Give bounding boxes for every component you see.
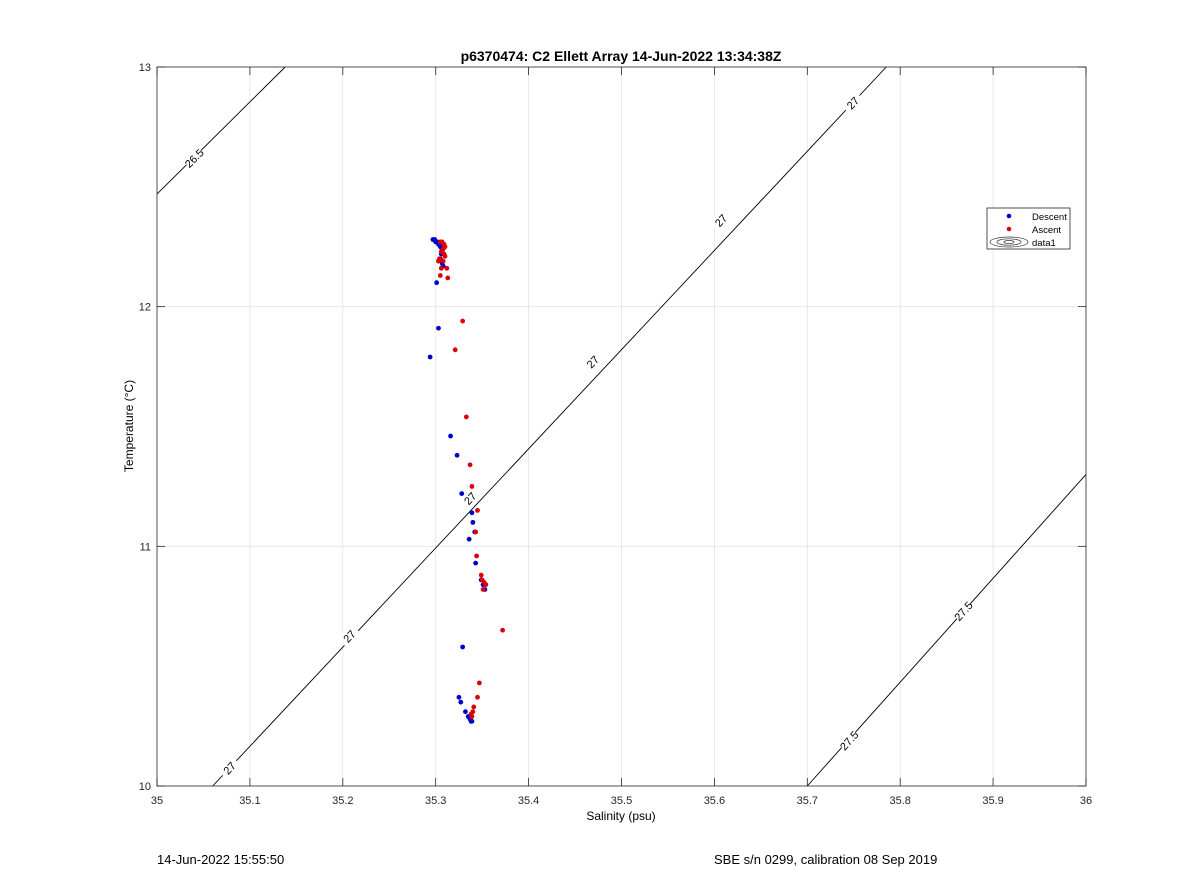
legend-ascent-marker: [1006, 226, 1012, 232]
x-tick-label: 35.2: [332, 795, 353, 807]
y-tick-label: 10: [139, 781, 151, 793]
ascent-point: [463, 414, 469, 420]
ascent-point: [467, 462, 473, 468]
chart-title: p6370474: C2 Ellett Array 14-Jun-2022 13…: [461, 48, 782, 64]
descent-point: [448, 433, 453, 439]
ascent-point: [442, 253, 448, 259]
ascent-point: [475, 507, 480, 513]
descent-point: [470, 519, 476, 525]
ascent-point: [483, 582, 489, 588]
ascent-point: [469, 714, 475, 719]
contour-label-bg: [837, 728, 861, 753]
footer-instrument-info: SBE s/n 0299, calibration 08 Sep 2019: [714, 852, 938, 867]
x-tick-label: 35.8: [889, 795, 910, 807]
data-points: [427, 237, 505, 724]
y-axis-label: Temperature (°C): [122, 380, 136, 472]
ascent-point: [445, 275, 451, 281]
contour-label-bg: [217, 755, 242, 781]
legend-box: [986, 207, 1071, 250]
ascent-point: [500, 627, 505, 633]
descent-point: [456, 694, 462, 700]
grid: [157, 67, 1086, 786]
ascent-point: [438, 265, 444, 271]
ascent-point: [480, 587, 486, 592]
x-tick-label: 36: [1080, 795, 1092, 807]
descent-point: [463, 709, 468, 715]
contour-label-bg: [182, 146, 207, 171]
axis-ticks: 35 35.1 35.2 35.3 35.4 35.5 35.6 35.7 35.8 35.9 36…: [139, 62, 1092, 807]
descent-point: [469, 510, 475, 516]
y-tick-label: 13: [139, 62, 151, 74]
ascent-point: [444, 265, 450, 271]
ascent-point: [440, 258, 446, 264]
descent-point: [459, 491, 465, 497]
ascent-point: [476, 680, 482, 686]
descent-point: [473, 560, 479, 566]
x-tick-label: 35.9: [982, 795, 1003, 807]
ascent-point: [478, 572, 484, 578]
legend-data1-label: data1: [1032, 238, 1056, 249]
descent-point: [436, 325, 441, 331]
legend-descent-marker: [1006, 213, 1012, 219]
contour-icon: [989, 236, 1029, 248]
x-tick-label: 35.1: [239, 795, 260, 807]
x-tick-label: 35.6: [704, 795, 725, 807]
descent-point: [466, 536, 472, 542]
descent-point: [460, 644, 466, 650]
x-tick-label: 35.5: [611, 795, 632, 807]
legend-descent-label: Descent: [1032, 212, 1067, 223]
ascent-point: [452, 347, 458, 353]
legend-ascent-label: Ascent: [1032, 225, 1061, 236]
ascent-point: [475, 694, 480, 700]
x-tick-label: 35.4: [518, 795, 539, 807]
ascent-point: [437, 273, 443, 278]
contour-label-bg: [337, 624, 362, 649]
footer-timestamp: 14-Jun-2022 15:55:50: [157, 852, 285, 867]
descent-point: [434, 280, 440, 286]
descent-point: [454, 452, 460, 458]
contour-label-bg: [458, 486, 483, 511]
contour-label-bg: [951, 598, 976, 624]
legend: Descent Ascent data1: [986, 207, 1071, 250]
ascent-point: [471, 704, 477, 710]
x-axis-label: Salinity (psu): [586, 809, 655, 823]
x-tick-label: 35.7: [797, 795, 818, 807]
contour-line: [156, 66, 286, 195]
descent-point: [427, 354, 433, 360]
contour-line: [212, 66, 887, 787]
x-tick-label: 35: [151, 795, 163, 807]
ascent-point: [469, 484, 475, 489]
ascent-point: [460, 318, 466, 324]
contour-label-bg: [580, 349, 605, 374]
descent-point: [458, 699, 464, 705]
y-tick-label: 11: [140, 541, 151, 553]
ascent-point: [474, 553, 479, 559]
contour-label-bg: [708, 208, 733, 233]
y-tick-label: 12: [139, 302, 151, 314]
x-tick-label: 35.3: [425, 795, 446, 807]
ascent-point: [473, 529, 479, 535]
ascent-point: [436, 258, 441, 264]
contour-label-bg: [840, 90, 865, 116]
